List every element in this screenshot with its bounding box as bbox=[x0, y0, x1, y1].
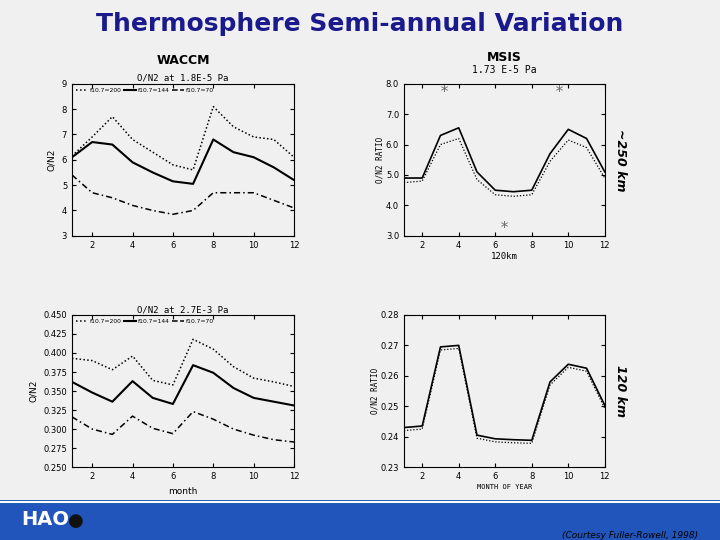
Text: 1.73 E-5 Pa: 1.73 E-5 Pa bbox=[472, 64, 536, 75]
Legend: f10.7=200, f10.7=144, f10.7=70: f10.7=200, f10.7=144, f10.7=70 bbox=[75, 87, 215, 94]
Text: *: * bbox=[500, 221, 509, 236]
X-axis label: MONTH OF YEAR: MONTH OF YEAR bbox=[477, 484, 532, 490]
Text: *: * bbox=[554, 85, 564, 100]
Text: *: * bbox=[439, 85, 449, 100]
X-axis label: 120km: 120km bbox=[491, 253, 518, 261]
Y-axis label: O/N2 RATIO: O/N2 RATIO bbox=[375, 137, 384, 183]
Text: MSIS: MSIS bbox=[487, 51, 522, 64]
Text: WACCM: WACCM bbox=[156, 55, 210, 68]
X-axis label: month: month bbox=[168, 487, 198, 496]
Title: O/N2 at 2.7E-3 Pa: O/N2 at 2.7E-3 Pa bbox=[138, 305, 229, 314]
Text: 120 km: 120 km bbox=[614, 365, 627, 417]
Text: HAO: HAO bbox=[22, 510, 70, 529]
Y-axis label: O/N2 RATIO: O/N2 RATIO bbox=[370, 368, 379, 414]
Text: (Courtesy Fuller-Rowell, 1998): (Courtesy Fuller-Rowell, 1998) bbox=[562, 531, 698, 540]
Text: Thermosphere Semi-annual Variation: Thermosphere Semi-annual Variation bbox=[96, 12, 624, 36]
Text: ●: ● bbox=[68, 511, 84, 530]
Text: ~250 km: ~250 km bbox=[614, 129, 627, 191]
Title: O/N2 at 1.8E-5 Pa: O/N2 at 1.8E-5 Pa bbox=[138, 74, 229, 83]
Legend: f10.7=200, f10.7=144, f10.7=70: f10.7=200, f10.7=144, f10.7=70 bbox=[75, 318, 215, 326]
Y-axis label: O/N2: O/N2 bbox=[48, 148, 56, 171]
Y-axis label: O/N2: O/N2 bbox=[29, 380, 37, 402]
